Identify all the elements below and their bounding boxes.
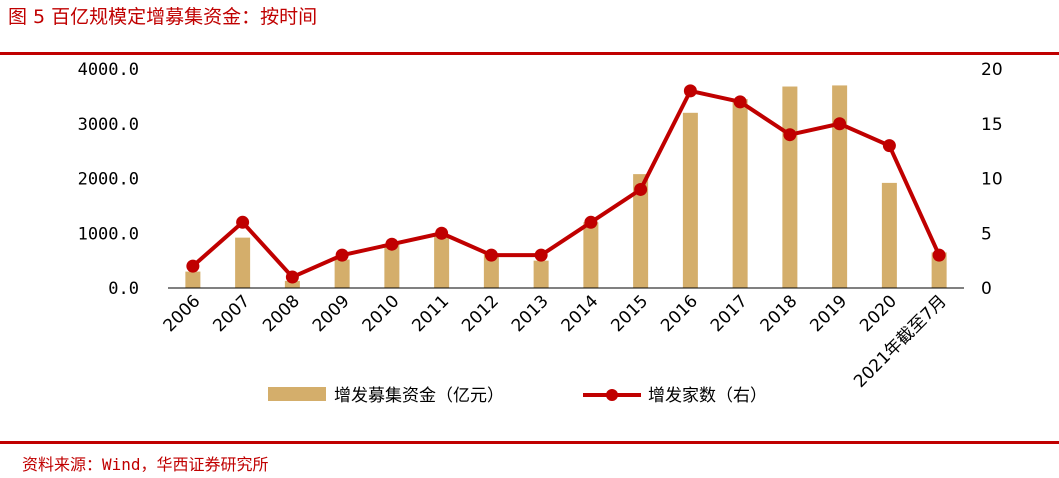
x-tick-label: 2013 [508,291,553,336]
bar-series [185,85,947,289]
line-path [191,88,941,280]
source-note: 资料来源：Wind，华西证券研究所 [22,455,269,474]
line-point-2009 [335,248,349,262]
bar-2015 [633,174,649,288]
x-tick-label: 2014 [558,291,603,336]
y-right-tick-label: 5 [981,224,992,244]
bar-2006 [185,271,201,288]
line-point-2017 [733,95,747,109]
chart-title: 图 5 百亿规模定增募集资金：按时间 [8,6,318,28]
x-axis: 2006 2007 2008 2009 2010 2011 2012 2013 2014 2015… [160,287,964,392]
legend-bar-label: 增发募集资金（亿元） [334,386,504,406]
line-point-2008 [285,270,299,284]
x-tick-label: 2009 [309,291,354,336]
y-left-tick-label: 0.0 [108,279,139,299]
bar-2012 [483,254,499,288]
y-right-tick-label: 10 [981,170,1003,190]
bottom-divider [0,441,1059,444]
line-point-2020 [882,139,896,153]
x-tick-label: 2017 [707,291,752,336]
legend-bar-swatch [268,387,326,401]
bar-2021年截至7月 [931,252,947,288]
x-tick-label: 2018 [757,291,802,336]
x-tick-label: 2020 [856,291,901,336]
top-divider [0,52,1059,55]
line-point-2021年截至7月 [932,248,946,262]
bar-2020 [881,182,897,288]
line-point-2013 [534,248,548,262]
y-left-tick-label: 4000.0 [78,60,139,80]
x-tick-label: 2019 [806,291,851,336]
y-right-tick-label: 15 [981,115,1003,135]
y-right-tick-label: 20 [981,60,1003,80]
line-point-2006 [186,259,200,273]
line-point-2019 [833,117,847,131]
bar-2019 [832,85,848,288]
line-point-2016 [683,84,697,98]
bar-2011 [434,236,450,288]
bar-2017 [732,99,748,288]
legend-line-label: 增发家数（右） [648,386,767,406]
bar-2007 [235,237,251,288]
line-series [186,84,946,284]
left-axis: 0.0 1000.0 2000.0 3000.0 4000.0 [78,60,139,299]
bar-2009 [334,259,350,288]
bar-2008 [284,280,300,288]
x-tick-label: 2016 [657,291,702,336]
line-point-2015 [634,182,648,196]
x-tick-label: 2007 [209,291,254,336]
legend-line-marker [606,389,618,401]
y-right-tick-label: 0 [981,279,992,299]
x-tick-label: 2006 [160,291,205,336]
line-point-2011 [435,226,449,240]
y-left-tick-label: 3000.0 [78,115,139,135]
x-tick-label: 2011 [408,291,453,336]
y-left-tick-label: 1000.0 [78,224,139,244]
bar-2013 [533,260,549,288]
line-point-2010 [385,237,399,251]
line-point-2014 [584,215,598,229]
x-tick-label: 2010 [359,291,404,336]
line-point-2007 [236,215,250,229]
y-left-tick-label: 2000.0 [78,170,139,190]
bar-2018 [782,86,798,289]
x-tick-label: 2015 [607,291,652,336]
line-point-2018 [783,128,797,142]
x-tick-label: 2012 [458,291,503,336]
x-tick-label: 2021年截至7月 [850,291,950,391]
right-axis: 0 5 10 15 20 [981,60,1003,299]
bar-2016 [682,112,698,288]
x-tick-label: 2008 [259,291,304,336]
line-point-2012 [484,248,498,262]
legend: 增发募集资金（亿元） 增发家数（右） [268,386,767,406]
bar-2014 [583,222,599,288]
bar-2010 [384,244,400,288]
